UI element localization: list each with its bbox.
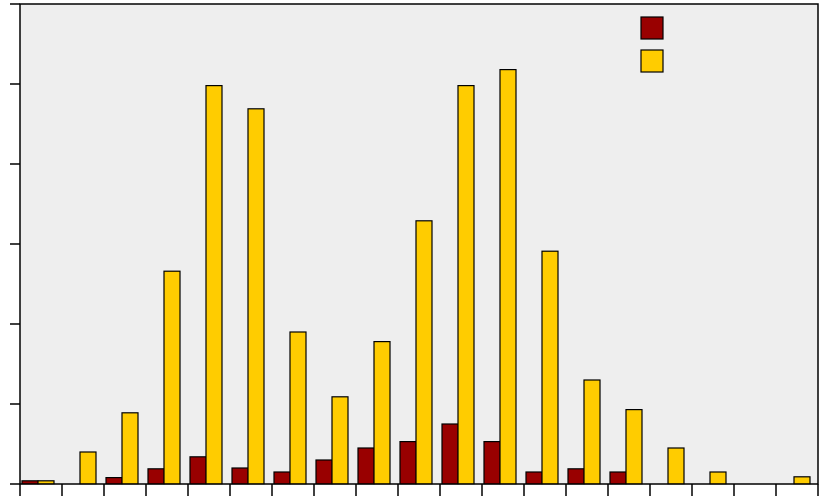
bar (315, 459, 333, 485)
bar (441, 423, 459, 485)
bar (793, 476, 811, 485)
bar (373, 341, 391, 485)
bar (583, 379, 601, 485)
bar (231, 467, 249, 485)
bar (163, 270, 181, 485)
bar (625, 409, 643, 485)
bar (289, 331, 307, 485)
bar (79, 451, 97, 485)
plot-border (19, 3, 819, 485)
bar (609, 471, 627, 485)
bar (121, 412, 139, 485)
bar (499, 68, 517, 485)
bar (709, 471, 727, 485)
bar (457, 84, 475, 485)
bar (105, 477, 123, 485)
bar (189, 456, 207, 485)
bar (331, 396, 349, 485)
bar (147, 468, 165, 485)
bar (567, 468, 585, 485)
bar (483, 441, 501, 485)
legend-swatch (640, 49, 664, 73)
bar (667, 447, 685, 485)
bar (415, 220, 433, 485)
legend-swatch (640, 16, 664, 40)
bar (247, 108, 265, 485)
bar (205, 84, 223, 485)
bar (541, 250, 559, 485)
bar (357, 447, 375, 485)
bar (273, 471, 291, 485)
bar (399, 441, 417, 485)
bar (525, 471, 543, 485)
